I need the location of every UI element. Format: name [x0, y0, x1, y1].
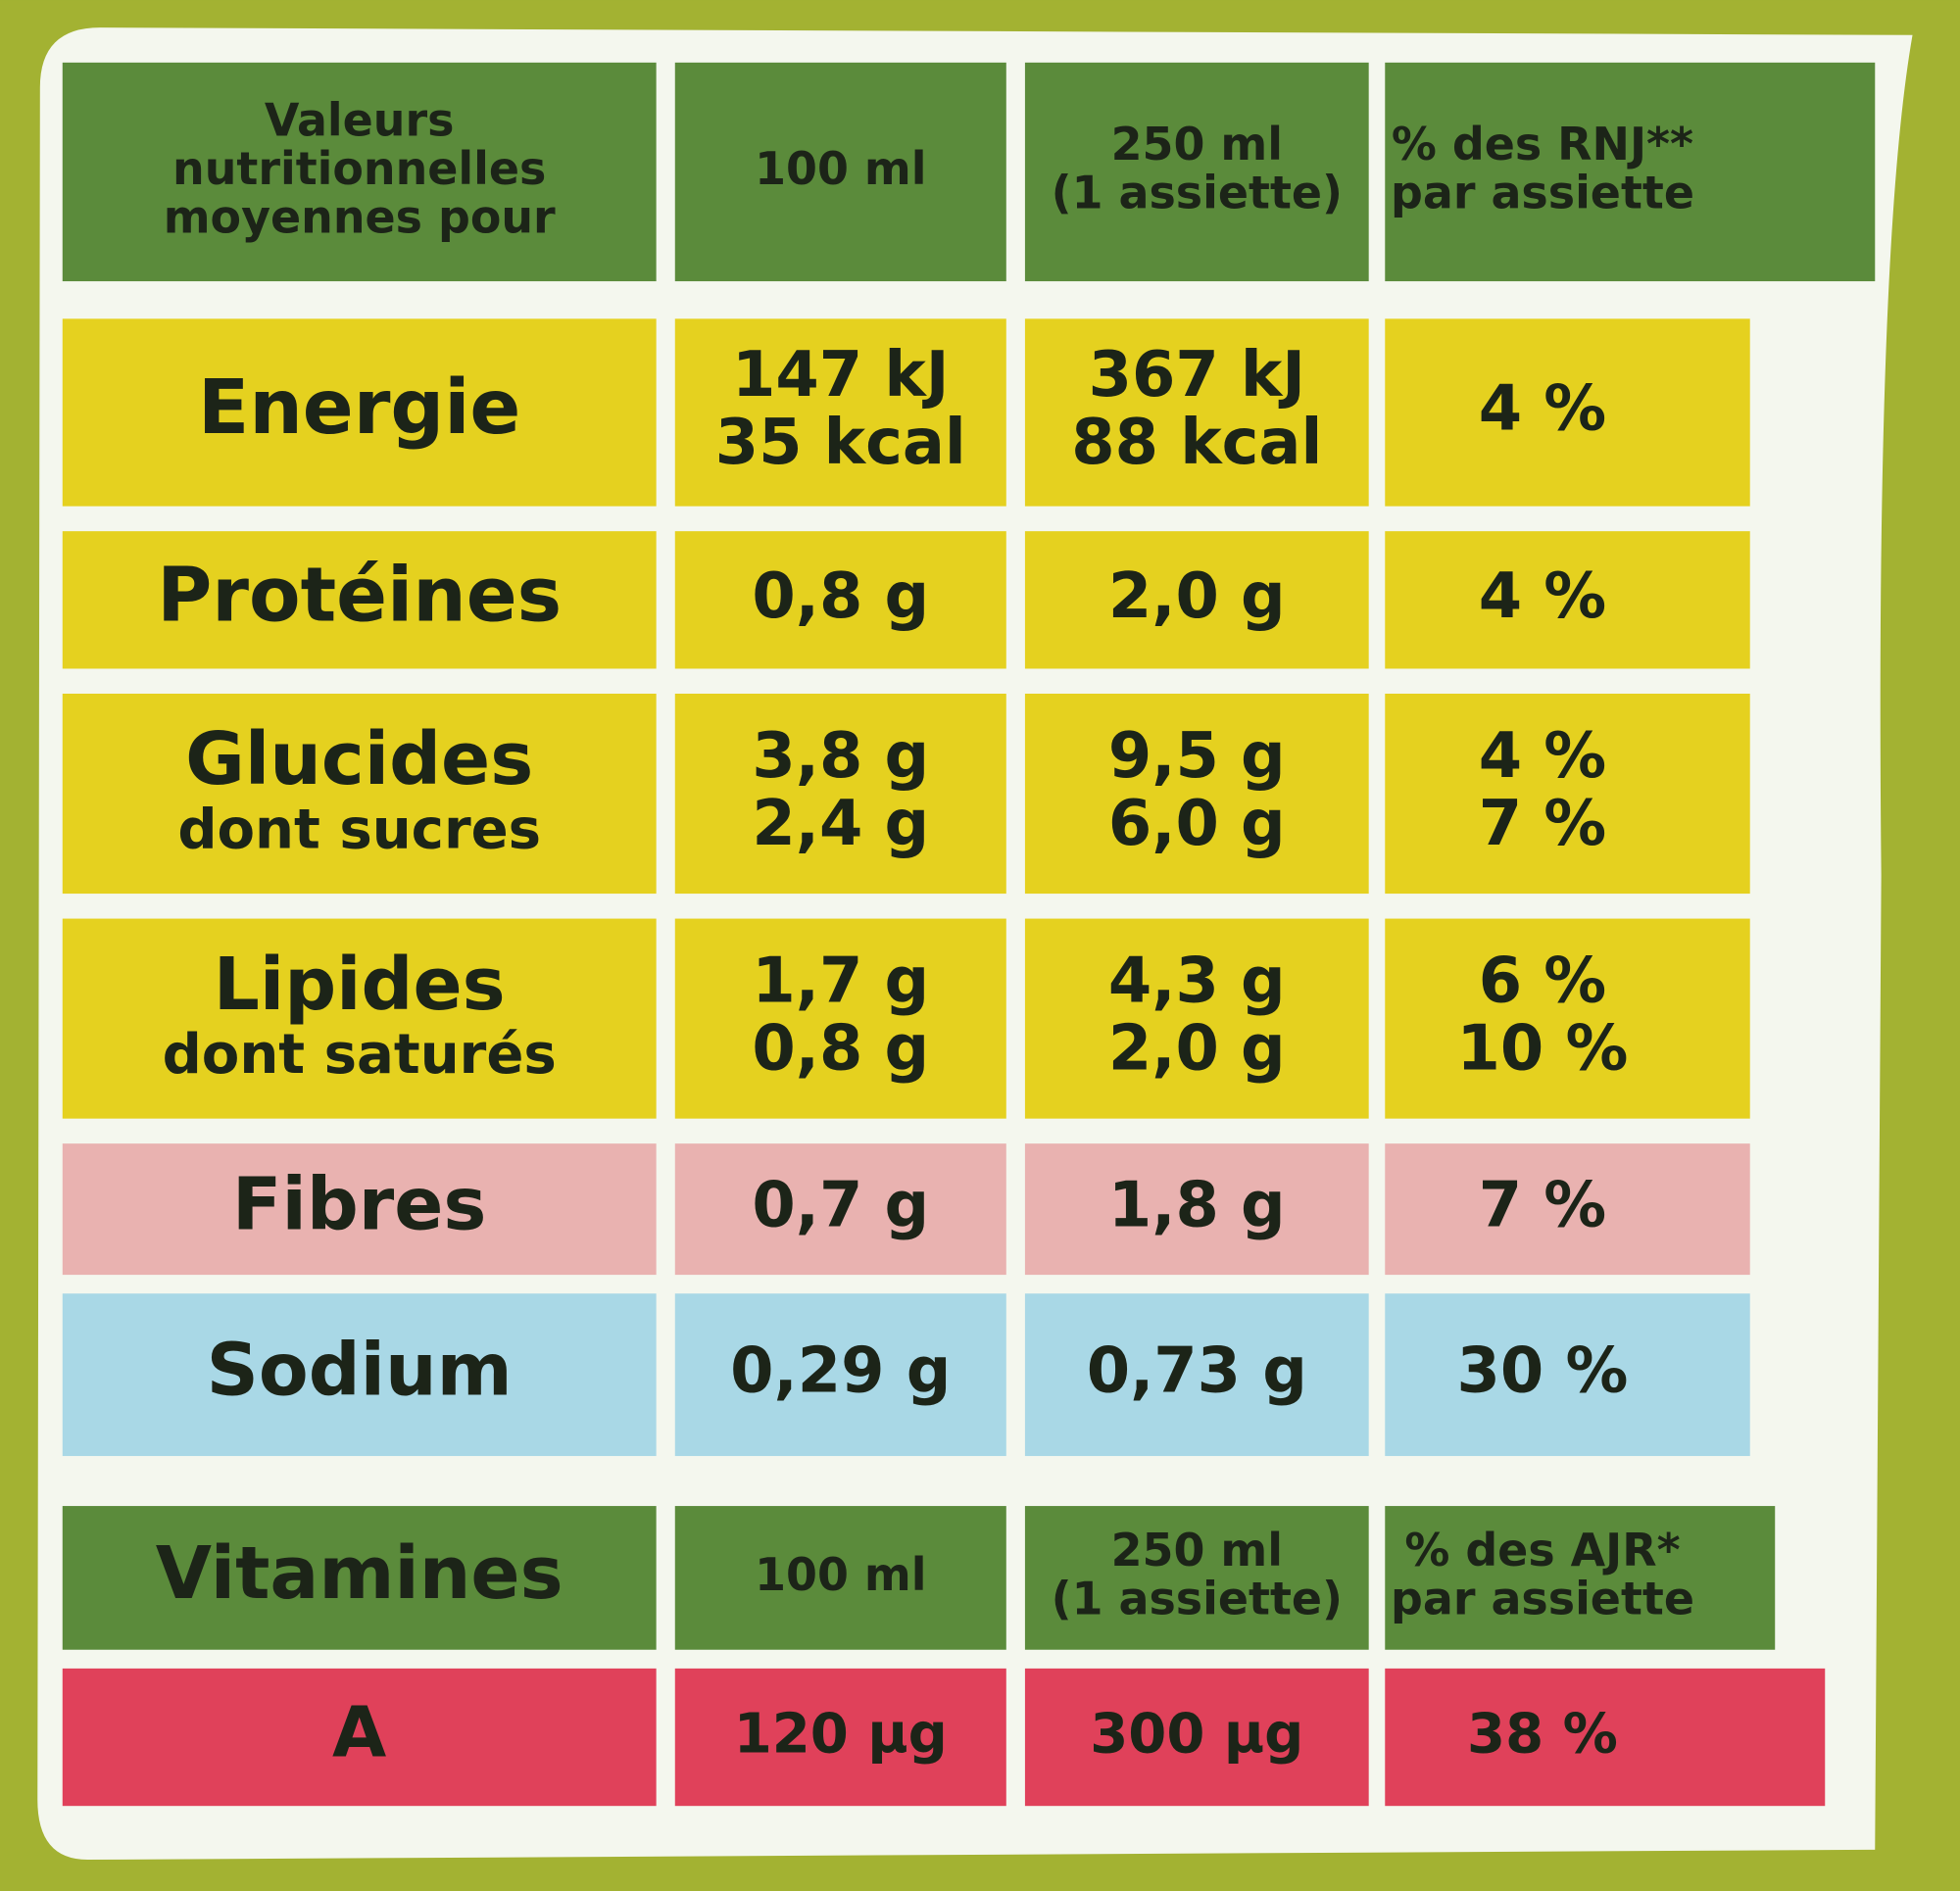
- cell-value: 300 µg: [1090, 1703, 1303, 1767]
- cell-value: 7 %: [1479, 788, 1606, 860]
- cell-value: 88 kcal: [1071, 407, 1322, 479]
- cell: [1024, 62, 1369, 282]
- cell-value: 0,7 g: [752, 1170, 929, 1242]
- cell-value: 0,8 g: [752, 1013, 929, 1086]
- cell-value: 3,8 g: [752, 720, 929, 793]
- cell: [62, 1293, 657, 1457]
- row-label: dont sucres: [177, 799, 541, 862]
- cell: [674, 62, 1006, 282]
- cell: [674, 1668, 1006, 1807]
- cell: [62, 531, 657, 669]
- cell: [62, 318, 657, 507]
- cell-value: 120 µg: [734, 1703, 948, 1767]
- cell-value: 2,0 g: [1108, 1013, 1286, 1086]
- cell-value: 0,73 g: [1087, 1335, 1307, 1408]
- cell: [1385, 62, 1876, 282]
- cells: [62, 62, 1876, 1807]
- cell-value: 4,3 g: [1108, 946, 1286, 1018]
- row-label: Valeurs: [265, 93, 455, 146]
- cell: [62, 1143, 657, 1276]
- cell-value: 0,29 g: [730, 1335, 951, 1408]
- row-label: dont saturés: [163, 1023, 557, 1087]
- cell: [1385, 918, 1750, 1119]
- cell: [674, 693, 1006, 895]
- cell: [674, 1143, 1006, 1276]
- cell-value: % des AJR*: [1404, 1524, 1680, 1576]
- row-label: Energie: [198, 364, 520, 452]
- cell: [674, 1293, 1006, 1457]
- row-label: Protéines: [157, 552, 562, 639]
- row-label: Vitamines: [156, 1531, 564, 1616]
- cell-value: 6 %: [1479, 946, 1606, 1018]
- cell: [62, 693, 657, 895]
- cell: [1024, 1506, 1369, 1650]
- cell-value: 100 ml: [755, 1548, 926, 1601]
- cell-value: 35 kcal: [715, 407, 966, 479]
- cell-value: par assiette: [1391, 167, 1694, 219]
- cell: [1024, 531, 1369, 669]
- cell: [1385, 1506, 1776, 1650]
- cell-value: 4 %: [1479, 560, 1606, 633]
- cell-value: 1,7 g: [752, 946, 929, 1018]
- cell-value: 147 kJ: [732, 339, 949, 412]
- cell: [674, 531, 1006, 669]
- row-label: Fibres: [232, 1163, 487, 1247]
- cell-value: (1 assiette): [1052, 167, 1343, 219]
- cell: [62, 62, 657, 282]
- cell: [1024, 693, 1369, 895]
- cell: [62, 918, 657, 1119]
- cell: [62, 1668, 657, 1807]
- row-label: Sodium: [207, 1329, 513, 1413]
- cell-value: 367 kJ: [1089, 339, 1305, 412]
- cell-value: 30 %: [1457, 1335, 1629, 1408]
- cell-value: 250 ml: [1111, 1524, 1283, 1576]
- cell: [674, 318, 1006, 507]
- cell: [1385, 1143, 1750, 1276]
- cell-value: 2,0 g: [1108, 560, 1286, 633]
- cell-value: 6,0 g: [1108, 788, 1286, 860]
- cell-value: 250 ml: [1111, 118, 1283, 170]
- cell-value: 10 %: [1457, 1013, 1629, 1086]
- cell-value: 9,5 g: [1108, 720, 1286, 793]
- cell: [1385, 1293, 1750, 1457]
- cell: [1385, 531, 1750, 669]
- cell: [1024, 918, 1369, 1119]
- cell-value: 7 %: [1479, 1170, 1606, 1242]
- cell: [1024, 1293, 1369, 1457]
- row-label: A: [332, 1692, 386, 1773]
- cell-value: 4 %: [1479, 373, 1606, 446]
- cell-value: (1 assiette): [1052, 1573, 1343, 1625]
- cell: [1024, 1143, 1369, 1276]
- cell-value: 2,4 g: [752, 788, 929, 860]
- cell-value: % des RNJ**: [1392, 118, 1693, 170]
- cell: [1385, 693, 1750, 895]
- row-label: nutritionnelles: [172, 142, 546, 195]
- cell-value: 4 %: [1479, 720, 1606, 793]
- cell: [1024, 1668, 1369, 1807]
- row-label: moyennes pour: [164, 191, 556, 244]
- cell-value: 0,8 g: [752, 560, 929, 633]
- cell: [674, 1506, 1006, 1650]
- cell: [1024, 318, 1369, 507]
- cell-value: 38 %: [1467, 1703, 1618, 1767]
- row-label: Glucides: [185, 717, 533, 801]
- cell: [1385, 1668, 1826, 1807]
- cell: [62, 1506, 657, 1650]
- row-label: Lipides: [214, 943, 506, 1027]
- cell: [1385, 318, 1750, 507]
- cell-value: par assiette: [1391, 1573, 1694, 1625]
- cell: [674, 918, 1006, 1119]
- cell-value: 1,8 g: [1108, 1170, 1286, 1242]
- cell-value: 100 ml: [755, 142, 926, 195]
